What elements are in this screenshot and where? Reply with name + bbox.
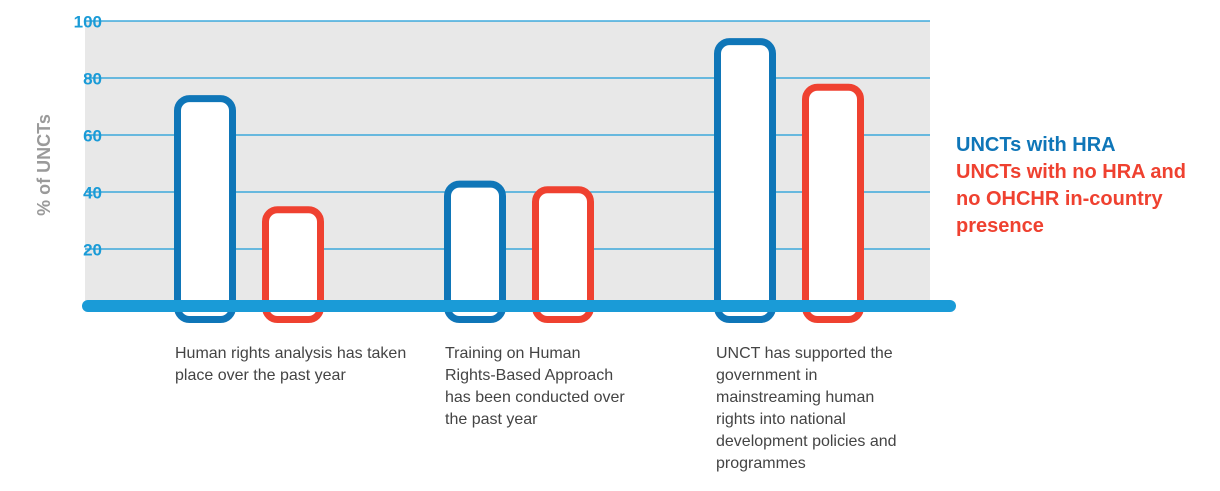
bar xyxy=(262,206,324,323)
bar xyxy=(802,83,864,323)
bar xyxy=(174,95,236,323)
y-tick-label: 60 xyxy=(83,126,102,145)
y-tick-label: 100 xyxy=(74,12,102,31)
x-tick-label: UNCT has supported the government in mai… xyxy=(716,345,897,472)
y-axis-label: % of UNCTs xyxy=(34,114,54,216)
bar xyxy=(444,180,506,323)
y-tick-label: 80 xyxy=(83,69,102,88)
y-tick-label: 40 xyxy=(83,183,102,202)
legend: UNCTs with HRA UNCTs with no HRA and no O… xyxy=(956,132,1206,240)
legend-entry: UNCTs with no HRA and no OHCHR in-countr… xyxy=(956,161,1186,237)
x-tick-label: Human rights analysis has taken place ov… xyxy=(175,345,407,384)
legend-entry: UNCTs with HRA xyxy=(956,134,1116,156)
x-tick-label: Training on Human Rights-Based Approach … xyxy=(445,345,625,428)
bar xyxy=(532,186,594,323)
y-tick-label: 20 xyxy=(83,240,102,259)
bar xyxy=(714,38,776,323)
